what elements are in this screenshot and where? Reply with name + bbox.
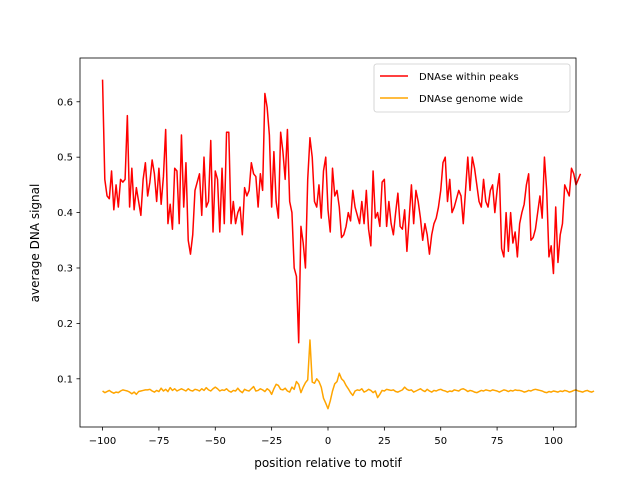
- axes: −100 −75 −50 −25 0 25 50 75 100 0.1 0.2 0.3 0.4 0.5 0.…: [57, 57, 577, 447]
- y-tick-label: 0.4: [57, 208, 73, 219]
- y-tick-label: 0.1: [57, 374, 73, 385]
- x-tick-label: −50: [205, 436, 226, 447]
- y-tick-label: 0.2: [57, 319, 73, 330]
- x-tick-label: 0: [325, 436, 331, 447]
- legend-label: DNAse genome wide: [419, 94, 523, 105]
- legend-label: DNAse within peaks: [419, 72, 519, 83]
- x-tick-label: 50: [434, 436, 447, 447]
- y-tick-label: 0.6: [57, 97, 73, 108]
- legend-box: [373, 63, 571, 113]
- plot-area: [101, 79, 595, 410]
- x-tick-label: −100: [89, 436, 116, 447]
- x-tick-label: 75: [491, 436, 504, 447]
- series-line-2: [102, 339, 595, 410]
- x-tick-label: 100: [544, 436, 563, 447]
- x-axis-label: position relative to motif: [254, 456, 402, 470]
- y-axis-label: average DNA signal: [28, 184, 42, 303]
- x-tick-label: 25: [378, 436, 391, 447]
- y-tick-label: 0.5: [57, 153, 73, 164]
- legend: DNAse within peaks DNAse genome wide: [373, 63, 571, 113]
- y-tick-label: 0.3: [57, 263, 73, 274]
- x-tick-label: −25: [261, 436, 282, 447]
- series-line-1: [101, 79, 582, 344]
- x-tick-label: −75: [148, 436, 169, 447]
